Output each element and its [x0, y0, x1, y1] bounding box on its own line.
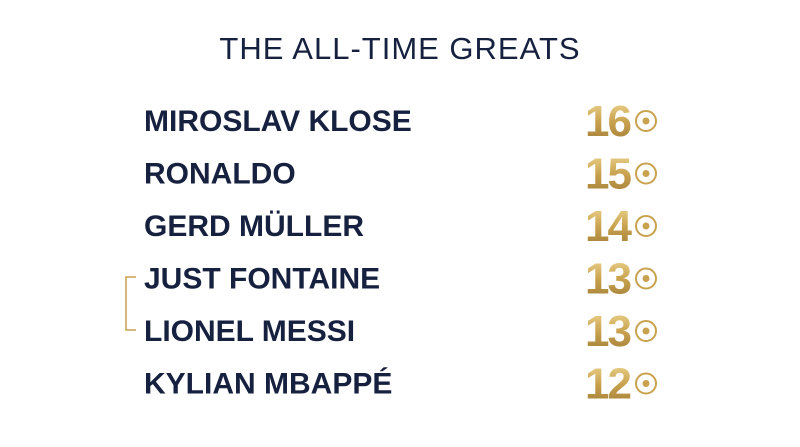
ball-icon-center [642, 275, 650, 282]
ball-icon-center [642, 222, 650, 230]
player-name: LIONEL MESSI [144, 315, 355, 348]
player-name: KYLIAN MBAPPÉ [144, 367, 392, 401]
goal-count: 12 [585, 360, 630, 409]
player-name: RONALDO [144, 158, 296, 191]
title: THE ALL-TIME GREATS [219, 31, 580, 66]
player-name: JUST FONTAINE [144, 263, 380, 296]
player-name: MIROSLAV KLOSE [144, 105, 412, 138]
goal-count: 14 [585, 202, 632, 251]
goal-count: 13 [585, 307, 630, 356]
player-name: GERD MÜLLER [144, 210, 364, 243]
goal-count: 13 [585, 255, 630, 304]
goal-count: 15 [585, 150, 631, 199]
ball-icon-center [642, 117, 650, 125]
goal-count: 16 [585, 97, 630, 146]
ball-icon-center [642, 170, 650, 177]
ball-icon-center [642, 327, 650, 335]
tie-bracket [125, 276, 136, 331]
ball-icon-center [642, 380, 650, 387]
